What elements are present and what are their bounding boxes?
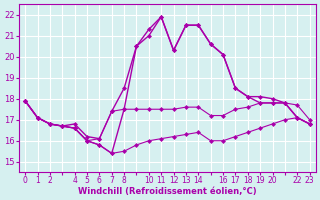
X-axis label: Windchill (Refroidissement éolien,°C): Windchill (Refroidissement éolien,°C) (78, 187, 257, 196)
